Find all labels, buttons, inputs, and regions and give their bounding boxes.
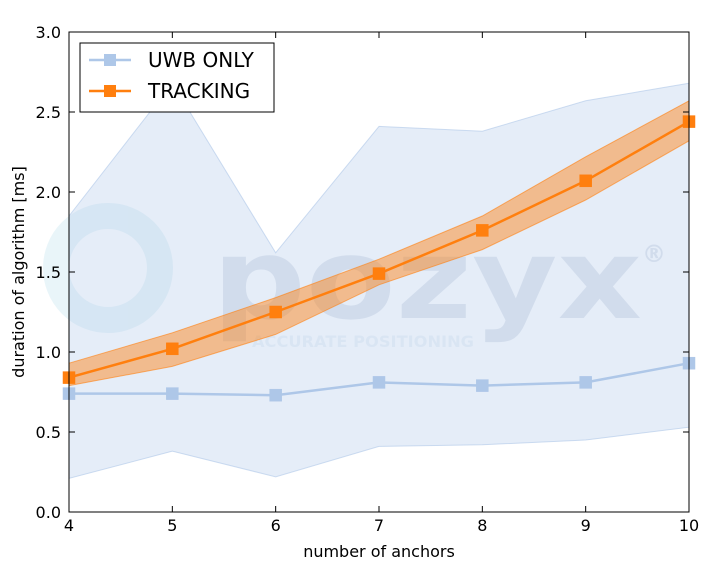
x-tick-label: 8 [477, 516, 487, 535]
marker-tracking [579, 174, 592, 188]
marker-tracking [476, 224, 489, 237]
legend-label-tracking: TRACKING [147, 79, 250, 103]
legend-label-uwb-only: UWB ONLY [148, 48, 255, 72]
marker-tracking [166, 342, 179, 356]
legend-marker-tracking [104, 85, 116, 97]
confidence-bands [68, 82, 690, 480]
marker-uwb-only [372, 376, 386, 389]
pozyx-watermark: pozyx ® ACCURATE POSITIONING [43, 203, 666, 351]
y-tick-label: 1.5 [36, 263, 61, 282]
x-axis-ticks: 4 5 6 7 8 9 10 [64, 32, 699, 535]
x-tick-label: 7 [374, 516, 384, 535]
y-tick-label: 0.0 [36, 503, 61, 522]
y-tick-label: 2.5 [36, 103, 61, 122]
x-tick-label: 6 [271, 516, 281, 535]
x-tick-label: 4 [64, 516, 74, 535]
y-tick-label: 3.0 [36, 23, 61, 42]
watermark-registered: ® [642, 240, 666, 268]
x-tick-label: 5 [167, 516, 177, 535]
y-tick-label: 2.0 [36, 183, 61, 202]
marker-tracking [269, 305, 282, 319]
legend: UWB ONLY TRACKING [79, 42, 275, 113]
y-tick-label: 1.0 [36, 343, 61, 362]
x-tick-label: 10 [679, 516, 699, 535]
x-tick-label: 9 [581, 516, 591, 535]
pozyx-logo-icon [43, 203, 173, 333]
x-axis-label: number of anchors [303, 542, 455, 561]
marker-uwb-only [579, 376, 592, 389]
y-axis-label: duration of algorithm [ms] [9, 166, 28, 378]
marker-uwb-only [476, 379, 489, 392]
y-tick-label: 0.5 [36, 423, 61, 442]
marker-uwb-only [269, 388, 282, 402]
marker-uwb-only [166, 387, 179, 400]
marker-tracking [372, 267, 386, 280]
legend-marker-uwb-only [104, 54, 116, 66]
y-axis-ticks: 0.0 0.5 1.0 1.5 2.0 2.5 3.0 [36, 23, 689, 522]
watermark-tagline: ACCURATE POSITIONING [252, 332, 474, 351]
watermark-brand: pozyx [212, 215, 642, 345]
